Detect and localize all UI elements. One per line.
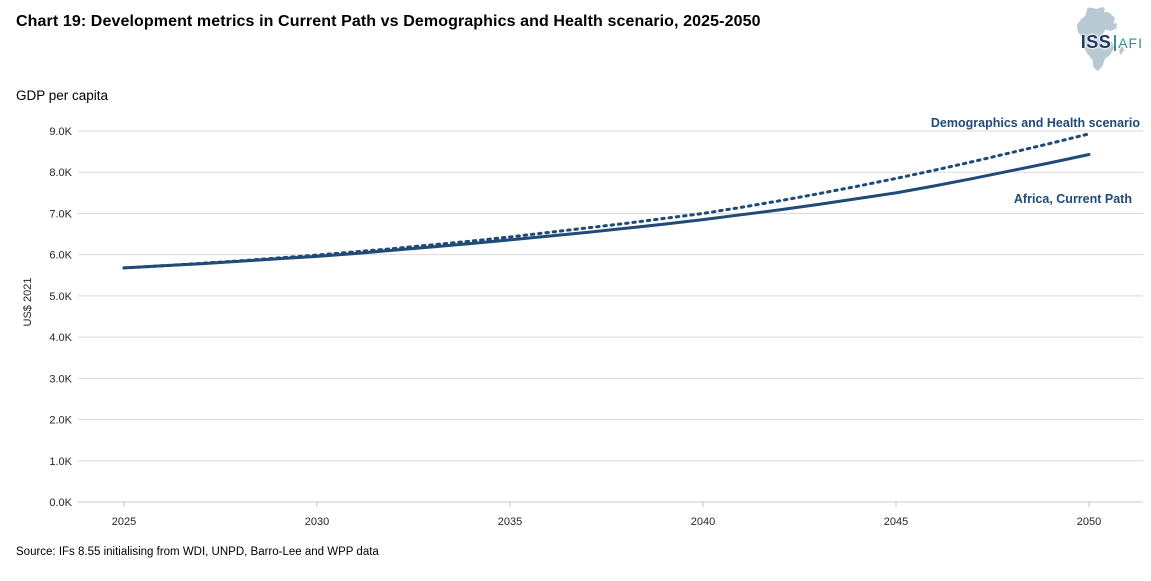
- x-tick-label: 2030: [305, 516, 329, 528]
- chart-title: Chart 19: Development metrics in Current…: [16, 13, 761, 30]
- y-tick-label: 5.0K: [49, 291, 72, 303]
- source-note: Source: IFs 8.55 initialising from WDI, …: [16, 546, 379, 558]
- y-tick-label: 4.0K: [49, 332, 72, 344]
- africa-silhouette-icon: [1076, 7, 1125, 72]
- chart-subtitle: GDP per capita: [16, 88, 109, 103]
- demographics-health-line: [122, 132, 1091, 270]
- x-tick-label: 2040: [691, 516, 715, 528]
- logo-iss-text: ISS: [1080, 32, 1112, 52]
- y-tick-label: 9.0K: [49, 126, 72, 138]
- iss-afi-logo: ISS AFI: [1059, 5, 1143, 75]
- x-tick-label: 2035: [498, 516, 522, 528]
- current-path-line: [122, 153, 1091, 270]
- logo-wordmark: ISS AFI: [1081, 32, 1143, 53]
- x-tick-label: 2025: [112, 516, 136, 528]
- y-tick-label: 1.0K: [49, 456, 72, 468]
- y-tick-label: 7.0K: [49, 208, 72, 220]
- logo-separator: [1114, 34, 1117, 51]
- series-label-current-path: Africa, Current Path: [1013, 192, 1132, 206]
- x-tick-label: 2045: [884, 516, 908, 528]
- y-tick-label: 6.0K: [49, 250, 72, 262]
- x-tick-label: 2050: [1077, 516, 1101, 528]
- y-tick-label: 3.0K: [49, 373, 72, 385]
- y-tick-label: 8.0K: [49, 167, 72, 179]
- series-label-demographics-health: Demographics and Health scenario: [930, 116, 1140, 130]
- y-tick-label: 2.0K: [49, 415, 72, 427]
- y-tick-label: 0.0K: [49, 497, 72, 509]
- logo-afi-text: AFI: [1118, 34, 1143, 51]
